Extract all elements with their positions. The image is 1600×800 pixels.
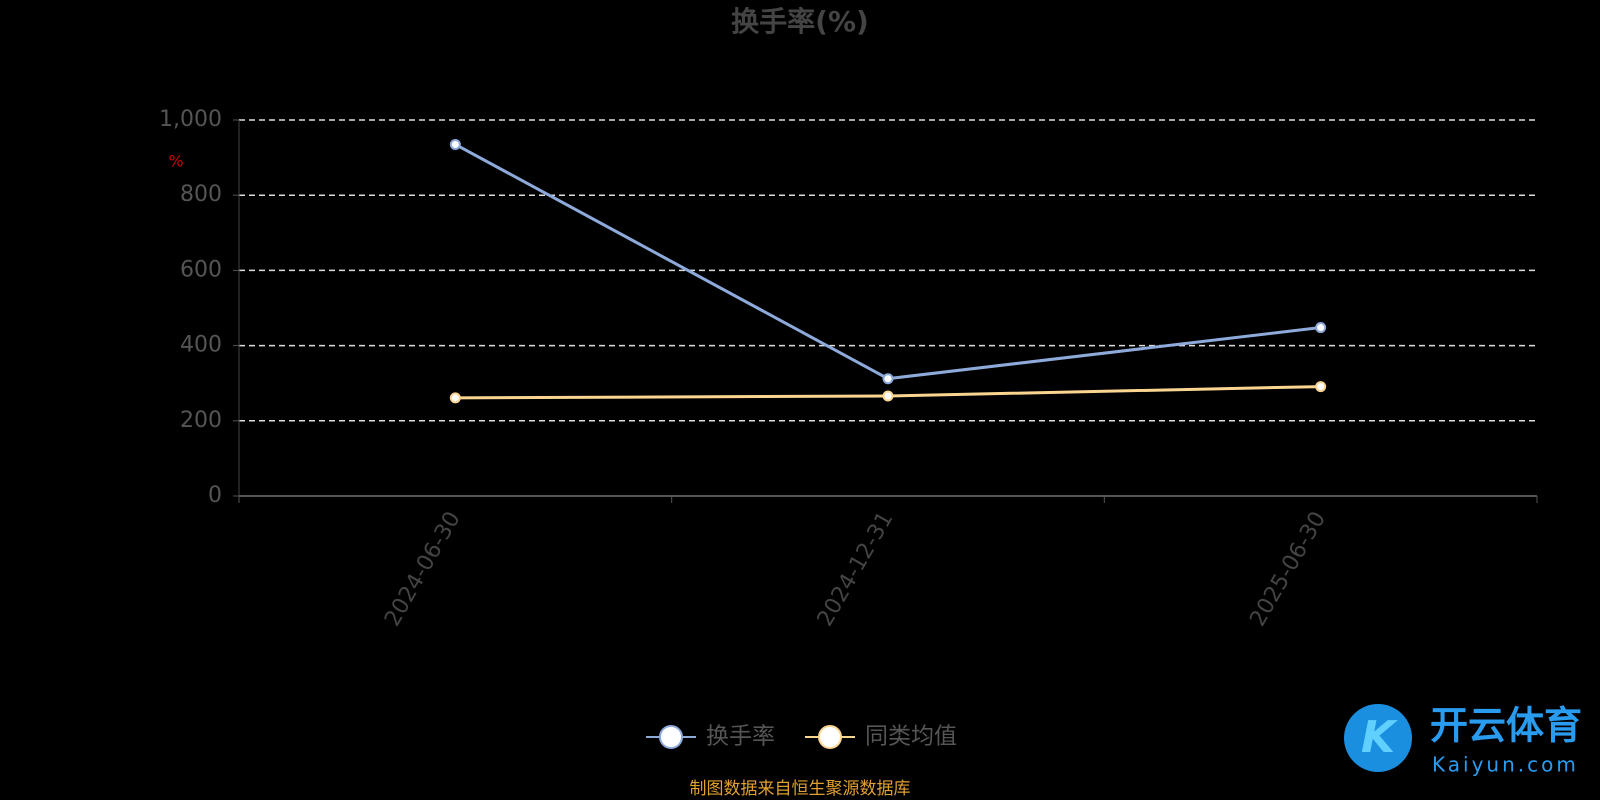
legend-marker <box>659 725 683 749</box>
data-point <box>449 138 461 150</box>
legend-label: 同类均值 <box>865 724 957 750</box>
y-tick-label: 800 <box>180 182 222 207</box>
legend-marker <box>818 725 842 749</box>
chart-title: 换手率(%) <box>731 5 869 38</box>
y-axis-label: % <box>168 152 183 171</box>
data-point <box>882 373 894 385</box>
data-point <box>1315 381 1327 393</box>
source-note: 制图数据来自恒生聚源数据库 <box>690 779 911 799</box>
y-tick-label: 0 <box>208 483 222 508</box>
watermark-logo <box>1344 704 1412 772</box>
data-point <box>449 392 461 404</box>
y-tick-label: 200 <box>180 408 222 433</box>
data-point <box>1315 322 1327 334</box>
data-point <box>882 390 894 402</box>
watermark: K 开云体育 Kaiyun.com <box>1344 704 1582 777</box>
y-tick-label: 400 <box>180 333 222 358</box>
y-tick-label: 600 <box>180 257 222 282</box>
watermark-site: Kaiyun.com <box>1432 753 1579 777</box>
watermark-logo-letter: K <box>1361 712 1398 763</box>
y-tick-label: 1,000 <box>159 107 222 132</box>
watermark-brand: 开云体育 <box>1430 704 1582 748</box>
legend-label: 换手率 <box>706 724 775 750</box>
